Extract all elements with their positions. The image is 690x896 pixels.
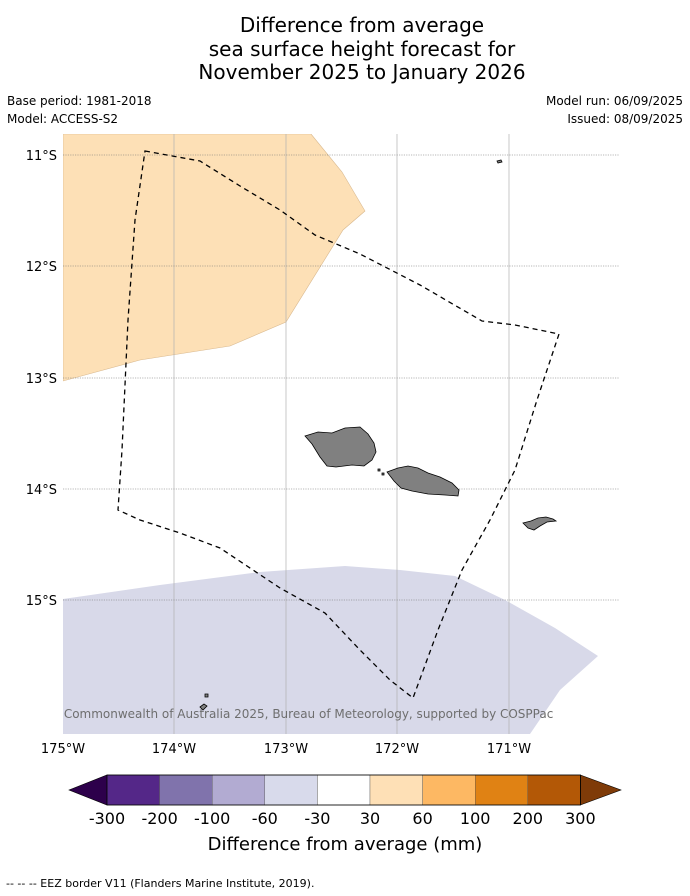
- swains-island: [496, 159, 503, 164]
- title-line-2: sea surface height forecast for: [208, 36, 516, 61]
- colorbar-tick-label: 60: [412, 809, 433, 828]
- colorbar-tick-label: 200: [512, 809, 544, 828]
- latitude-lines: [63, 154, 619, 601]
- lon-label-174w: 174°W: [152, 742, 196, 757]
- colorbar: [68, 774, 622, 806]
- title-line-1: Difference from average: [239, 13, 485, 37]
- credit-text: © Commonwealth of Australia 2025, Bureau…: [48, 707, 553, 721]
- colorbar-segment: [475, 774, 529, 806]
- savaii-island: [304, 426, 377, 468]
- colorbar-outline: [106, 774, 581, 806]
- colorbar-tick-label: -100: [194, 809, 231, 828]
- base-period: Base period: 1981-2018: [7, 94, 152, 108]
- negative-anomaly-region: [63, 566, 598, 734]
- lon-label-172w: 172°W: [375, 742, 419, 757]
- colorbar-tick-label: -300: [88, 809, 126, 828]
- lon-label-175w: 175°W: [41, 742, 85, 757]
- eez-footnote: -- -- -- EEZ border V11 (Flanders Marine…: [6, 877, 315, 890]
- model-name: Model: ACCESS-S2: [7, 112, 119, 126]
- title-line-3: November 2025 to January 2026: [198, 60, 526, 84]
- colorbar-segment: [159, 774, 213, 806]
- colorbar-segment: [422, 774, 476, 806]
- lon-label-173w: 173°W: [264, 742, 308, 757]
- lat-label-12s: 12°S: [26, 260, 57, 275]
- colorbar-segment: [211, 774, 265, 806]
- colorbar-extend-high: [580, 774, 622, 806]
- issued-date: Issued: 08/09/2025: [567, 112, 683, 126]
- southern-islet-small: [204, 693, 209, 698]
- colorbar-tick-label: -60: [251, 809, 278, 828]
- land-masses: [199, 159, 558, 711]
- lat-label-11s: 11°S: [26, 149, 57, 164]
- colorbar-tick-label: 300: [565, 809, 596, 828]
- colorbar-extend-low: [68, 774, 108, 806]
- colorbar-tick-label: -30: [304, 809, 331, 828]
- colorbar-tick-label: 30: [359, 809, 381, 828]
- colorbar-segment: [317, 774, 371, 806]
- lat-label-14s: 14°S: [26, 483, 57, 498]
- eez-border: [117, 150, 560, 700]
- upolu-island: [386, 465, 460, 497]
- colorbar-segment: [369, 774, 423, 806]
- southern-islet: [199, 703, 208, 711]
- model-run: Model run: 06/09/2025: [545, 94, 683, 108]
- apolima-islet: [377, 468, 381, 472]
- colorbar-tick-label: -200: [141, 809, 178, 828]
- colorbar-segment: [264, 774, 318, 806]
- colorbar-label: Difference from average (mm): [207, 834, 483, 855]
- colorbar-segment: [106, 774, 160, 806]
- tutuila-island: [522, 516, 558, 531]
- colorbar-segment: [527, 774, 581, 806]
- manono-islet: [381, 472, 385, 476]
- colorbar-tick-label: 100: [459, 809, 491, 828]
- lat-label-15s: 15°S: [26, 594, 57, 609]
- grid-lines: [173, 134, 510, 734]
- lat-label-13s: 13°S: [26, 372, 57, 387]
- map-title: Difference from average sea surface heig…: [0, 13, 690, 85]
- lon-label-171w: 171°W: [487, 742, 531, 757]
